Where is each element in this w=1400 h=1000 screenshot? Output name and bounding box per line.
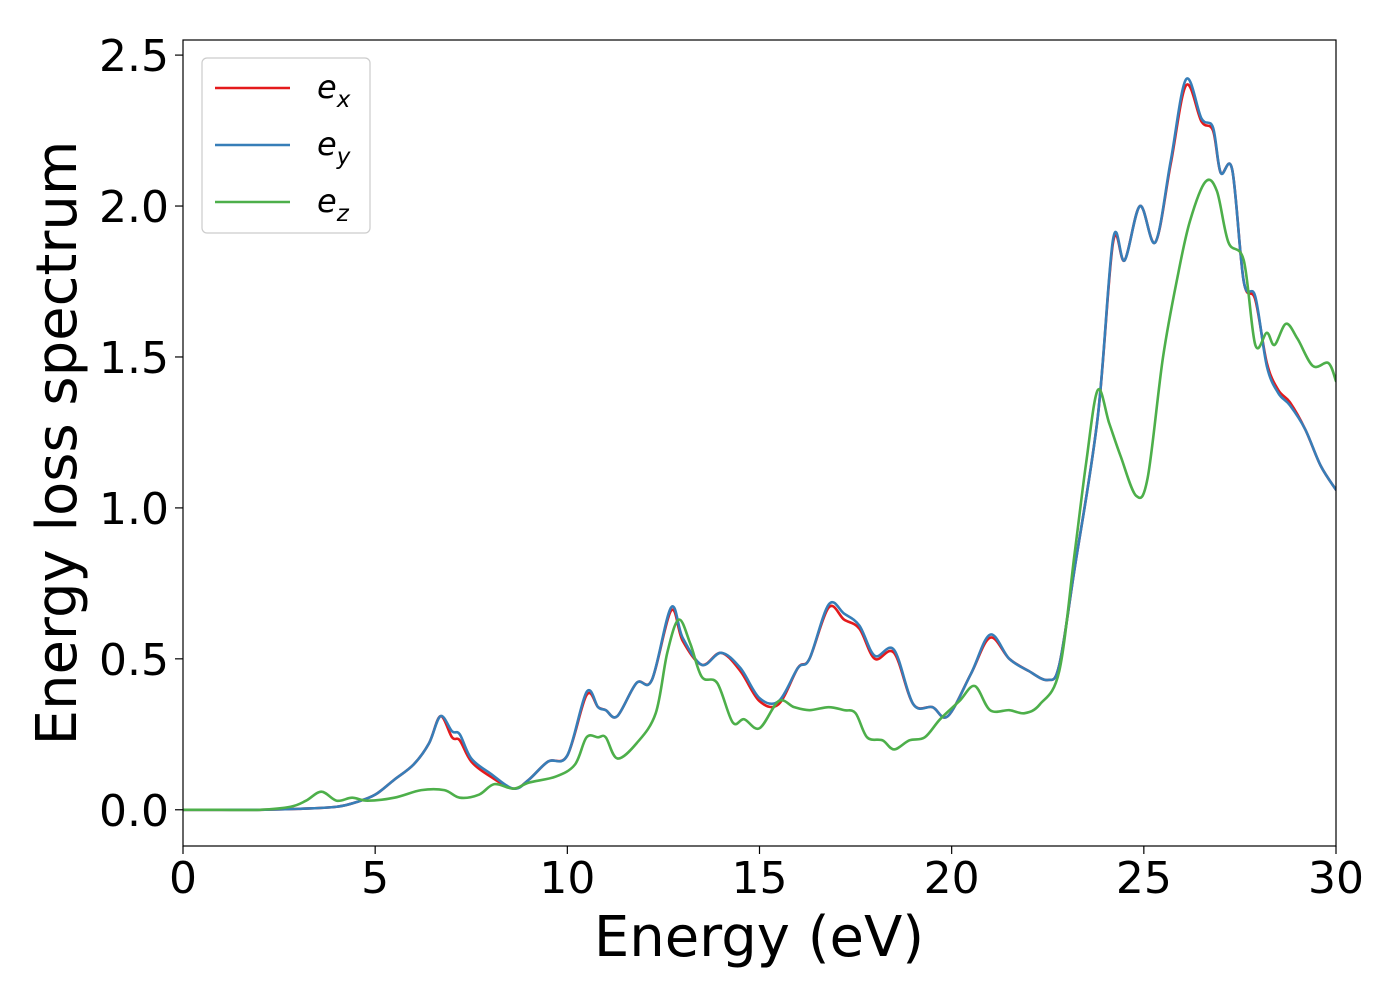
x-axis: 0 5 10 15 20 25 30 — [169, 846, 1364, 904]
x-axis-title: Energy (eV) — [594, 905, 924, 970]
legend-label: ex — [317, 68, 351, 113]
legend-label: ey — [317, 125, 351, 170]
y-tick-label: 0.0 — [99, 786, 169, 837]
y-axis-title: Energy loss spectrum — [25, 141, 90, 746]
y-tick-label: 1.5 — [99, 333, 169, 384]
series-line-ey — [183, 77, 1336, 812]
x-tick-label: 25 — [1116, 853, 1172, 904]
x-tick-label: 10 — [539, 853, 595, 904]
plot-background — [183, 40, 1336, 846]
x-tick-label: 5 — [361, 853, 389, 904]
legend-label: ez — [317, 182, 350, 227]
series-layer — [183, 77, 1336, 812]
x-tick-label: 15 — [732, 853, 788, 904]
y-axis: 0.0 0.5 1.0 1.5 2.0 2.5 — [99, 31, 183, 837]
y-tick-label: 0.5 — [99, 635, 169, 686]
legend: ex ey ez — [201, 57, 371, 234]
y-tick-label: 1.0 — [99, 484, 169, 535]
x-tick-label: 0 — [169, 853, 197, 904]
y-tick-label: 2.5 — [99, 31, 169, 82]
x-tick-label: 30 — [1308, 853, 1364, 904]
series-line-ez — [183, 178, 1336, 812]
y-tick-label: 2.0 — [99, 182, 169, 233]
x-tick-label: 20 — [924, 853, 980, 904]
